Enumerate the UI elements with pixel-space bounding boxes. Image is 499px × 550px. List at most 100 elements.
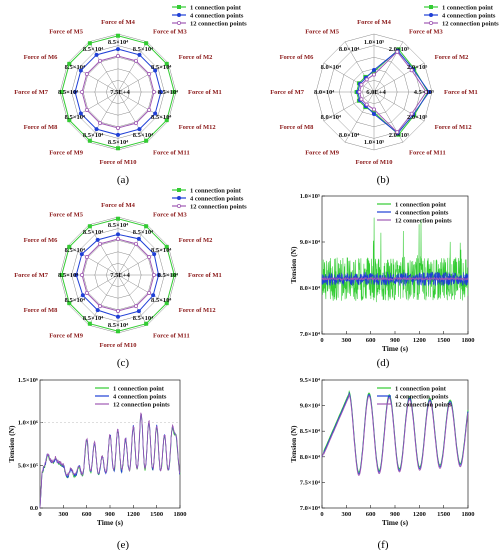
- legend-label: 12 connection points: [190, 21, 247, 28]
- legend-label: 4 connection points: [395, 394, 449, 401]
- radar-ring-label: 8.5×10⁴: [108, 39, 128, 46]
- radar-ring-label: 8.5×10⁴: [158, 89, 178, 96]
- legend-marker: [429, 13, 433, 17]
- radar-point: [144, 41, 149, 46]
- radar-point: [172, 90, 177, 94]
- radar-ring-label: 8.0×10⁴: [339, 132, 359, 139]
- radar-category-label: Force of M5: [49, 211, 84, 218]
- radar-point: [87, 41, 92, 46]
- x-tick-label: 1200: [413, 511, 426, 518]
- radar-spoke: [117, 91, 148, 143]
- radar-point: [116, 216, 120, 221]
- radar-spoke: [67, 274, 119, 305]
- radar-category-label: Force of M8: [280, 124, 315, 131]
- legend-label: 1 connection point: [395, 202, 447, 209]
- radar-point: [80, 293, 85, 298]
- radar-category-label: Force of M2: [179, 237, 213, 244]
- y-axis-title: Tension (N): [7, 425, 16, 463]
- radar-point: [116, 146, 120, 151]
- legend-label: 12 connection points: [190, 204, 247, 211]
- radar-point: [158, 90, 163, 94]
- radar-point: [153, 68, 158, 73]
- radar-point: [98, 304, 103, 309]
- radar-ring-label: 8.5×10⁴: [65, 64, 85, 71]
- legend-label: 1 connection point: [190, 5, 242, 12]
- radar-spoke: [67, 62, 119, 93]
- x-tick-label: 1500: [437, 511, 450, 518]
- radar-category-label: Force of M9: [49, 333, 84, 340]
- legend-marker: [428, 20, 433, 25]
- series-line: [39, 413, 181, 509]
- radar-point: [67, 118, 72, 123]
- radar-chart-c: Force of M1 8.5×10⁴ Force of M2 8.5×10⁴ Forc…: [14, 188, 247, 350]
- legend-label: 4 connection points: [190, 13, 244, 20]
- radar-point: [95, 308, 100, 313]
- legend-label: 12 connection points: [113, 402, 170, 409]
- radar-ring-label: 8.5×10⁴: [158, 272, 178, 279]
- radar-spoke: [88, 224, 119, 276]
- radar-point: [80, 272, 85, 277]
- legend-marker: [429, 5, 433, 9]
- radar-point: [136, 236, 141, 241]
- radar-category-label: Force of M12: [179, 124, 216, 131]
- x-axis-title: Time (s): [382, 344, 409, 353]
- radar-point: [94, 127, 99, 132]
- radar-point: [147, 72, 152, 77]
- radar-ring-label: 8.5×10⁴: [151, 247, 171, 254]
- radar-point: [151, 90, 156, 95]
- radar-point: [359, 82, 364, 87]
- radar-ring-label: 8.5×10⁴: [108, 139, 128, 146]
- radar-ring-label: 8.5×10⁴: [133, 46, 153, 53]
- series-line: [321, 271, 469, 287]
- radar-point: [144, 138, 149, 143]
- series-line: [321, 217, 469, 303]
- legend-label: 1 connection point: [442, 5, 494, 12]
- x-tick-label: 600: [366, 337, 376, 344]
- radar-category-label: Force of M12: [435, 124, 472, 131]
- radar-ring-label: 8.5×10⁴: [83, 46, 103, 53]
- radar-chart-b: Force of M1 4.5×10⁵ Force of M2 2.0×10⁵ Forc…: [270, 5, 499, 167]
- y-tick-label: 1.0×10⁶: [18, 420, 38, 427]
- x-tick-label: 1500: [150, 511, 163, 518]
- y-tick-label: 9.0×10⁴: [300, 403, 320, 410]
- y-tick-label: 7.5×10⁴: [300, 479, 320, 486]
- x-tick-label: 1800: [462, 337, 475, 344]
- legend-label: 1 connection point: [395, 386, 447, 393]
- radar-point: [409, 68, 414, 73]
- radar-point: [372, 112, 376, 117]
- radar-point: [151, 293, 156, 298]
- radar-point: [74, 273, 79, 277]
- line-chart-f: 0 300 600 900 1200 1500 1800 7.0×10⁴ 7.5×10⁴ 8.0×…: [289, 377, 475, 527]
- radar-point: [409, 111, 414, 116]
- radar-point: [116, 125, 121, 130]
- radar-ring-label: 8.5×10⁴: [65, 247, 85, 254]
- caption-c: (c): [117, 357, 130, 369]
- radar-ring-label: 8.5×10⁴: [133, 132, 153, 139]
- radar-point: [116, 47, 120, 52]
- radar-category-label: Force of M7: [14, 89, 49, 96]
- radar-spoke: [88, 274, 119, 326]
- x-tick-label: 600: [366, 511, 376, 518]
- caption-e: (e): [117, 539, 130, 550]
- radar-ring-label: 8.0×10⁴: [339, 46, 359, 53]
- radar-spoke: [117, 274, 148, 326]
- radar-spoke: [67, 91, 119, 122]
- caption-f: (f): [378, 539, 389, 550]
- radar-point: [80, 90, 85, 95]
- radar-point: [147, 255, 152, 260]
- radar-spoke: [117, 224, 148, 276]
- y-tick-label: 5.0×10⁵: [18, 462, 38, 469]
- radar-category-label: Force of M1: [188, 272, 222, 279]
- radar-category-label: Force of M2: [179, 54, 213, 61]
- x-axis-title: Time (s): [97, 518, 124, 527]
- radar-spoke: [117, 91, 169, 122]
- x-tick-label: 0: [320, 511, 323, 518]
- radar-point: [395, 130, 400, 135]
- x-tick-label: 1200: [127, 511, 140, 518]
- legend-marker: [177, 188, 181, 192]
- radar-category-label: Force of M10: [99, 342, 136, 349]
- legend-marker: [176, 203, 181, 208]
- radar-point: [151, 272, 156, 277]
- radar-ring-label: 2.0×10⁵: [389, 132, 409, 139]
- radar-point: [67, 61, 72, 66]
